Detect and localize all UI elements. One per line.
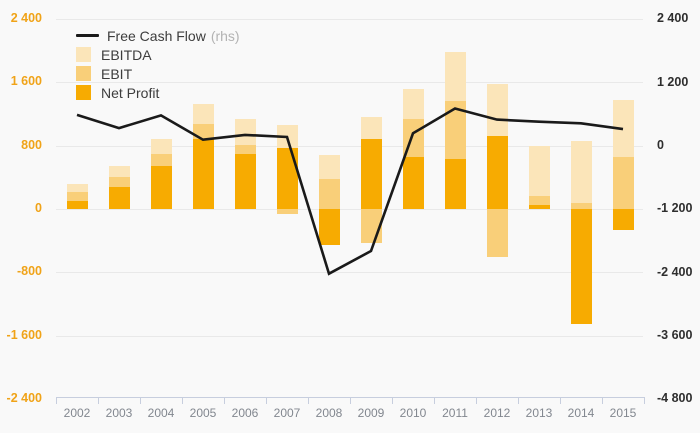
- bar-net-profit-2009: [360, 139, 382, 209]
- x-axis-year-label: 2009: [357, 406, 385, 420]
- bar-net-profit-2014: [570, 209, 592, 324]
- ebit-swatch: [76, 66, 91, 81]
- gridline: [56, 19, 643, 20]
- left-axis-tick-label: -800: [16, 264, 42, 279]
- left-axis-tick-label: 1 600: [10, 74, 42, 89]
- legend-label-net-profit: Net Profit: [101, 84, 160, 101]
- x-axis-tick: [644, 397, 645, 404]
- x-axis-year-label: 2003: [105, 406, 133, 420]
- legend-label-ebitda: EBITDA: [101, 46, 152, 63]
- x-axis-tick: [98, 397, 99, 404]
- net-profit-swatch: [76, 85, 91, 100]
- x-axis-year-label: 2012: [483, 406, 511, 420]
- bar-net-profit-2002: [66, 201, 88, 209]
- bar-ebit-2015: [612, 156, 634, 210]
- x-axis-tick: [308, 397, 309, 404]
- right-axis-tick-label: -2 400: [657, 264, 693, 279]
- left-axis-tick-label: 2 400: [10, 11, 42, 25]
- right-axis-tick-label: -4 800: [657, 391, 693, 406]
- bar-net-profit-2011: [444, 159, 466, 209]
- bar-net-profit-2004: [150, 166, 172, 210]
- bar-ebit-2012: [486, 209, 508, 257]
- x-axis-tick: [560, 397, 561, 404]
- x-axis-tick: [476, 397, 477, 404]
- x-axis-tick: [182, 397, 183, 404]
- legend-label-fcf: Free Cash Flow: [107, 27, 206, 44]
- left-axis-tick-label: 0: [35, 201, 42, 215]
- bar-ebit-2009: [360, 209, 382, 243]
- x-axis-year-label: 2013: [525, 406, 553, 420]
- x-axis-year-label: 2011: [442, 406, 468, 420]
- bar-ebitda-2014: [570, 140, 592, 209]
- x-axis-year-label: 2005: [189, 406, 217, 420]
- x-axis-tick: [392, 397, 393, 404]
- bar-net-profit-2006: [234, 154, 256, 209]
- bar-net-profit-2008: [318, 209, 340, 246]
- bar-net-profit-2003: [108, 186, 130, 209]
- x-axis-year-label: 2002: [63, 406, 91, 420]
- legend-item-net-profit: Net Profit: [76, 83, 240, 102]
- bar-net-profit-2013: [528, 205, 550, 209]
- x-axis-year-label: 2015: [609, 406, 637, 420]
- gridline: [56, 209, 643, 210]
- x-axis-tick: [350, 397, 351, 404]
- right-axis-tick-label: 2 400: [657, 11, 689, 26]
- right-axis-tick-label: -3 600: [657, 328, 693, 342]
- left-axis-tick-label: -1 600: [6, 327, 42, 342]
- gridline: [56, 82, 643, 84]
- left-axis-tick-label: -2 400: [6, 391, 42, 405]
- right-axis-tick-label: 0: [657, 138, 664, 152]
- legend-label-ebit: EBIT: [101, 65, 133, 82]
- gridline: [56, 145, 643, 147]
- ebitda-swatch: [76, 47, 91, 62]
- x-axis-tick: [518, 397, 519, 404]
- bar-ebit-2007: [276, 209, 298, 214]
- x-axis-tick: [56, 397, 57, 404]
- x-axis-tick: [602, 397, 603, 404]
- bar-net-profit-2012: [486, 136, 508, 209]
- bar-net-profit-2010: [402, 156, 424, 210]
- bar-net-profit-2007: [276, 148, 298, 209]
- legend-item-free-cash-flow: Free Cash Flow (rhs): [76, 26, 240, 45]
- right-axis-tick-label: -1 200: [657, 201, 693, 216]
- gridline: [56, 335, 643, 337]
- bar-ebit-2008: [318, 178, 340, 209]
- legend: Free Cash Flow (rhs) EBITDA EBIT Net Pro…: [76, 26, 240, 102]
- x-axis-year-label: 2014: [567, 406, 595, 420]
- gridline: [56, 272, 643, 274]
- legend-label-rhs: (rhs): [210, 27, 240, 44]
- x-axis-tick: [140, 397, 141, 404]
- bar-net-profit-2005: [192, 138, 214, 209]
- x-axis-year-label: 2004: [147, 406, 175, 420]
- x-axis-tick: [224, 397, 225, 404]
- x-axis-tick: [434, 397, 435, 404]
- legend-item-ebit: EBIT: [76, 64, 240, 83]
- fcf-line-swatch: [76, 34, 99, 37]
- left-axis-tick-label: 800: [21, 137, 42, 152]
- x-axis-year-label: 2008: [315, 406, 343, 420]
- x-axis-year-label: 2006: [231, 406, 259, 420]
- bar-net-profit-2015: [612, 209, 634, 230]
- x-axis-year-label: 2007: [273, 406, 301, 420]
- x-axis-year-label: 2010: [399, 406, 427, 420]
- right-axis-tick-label: 1 200: [657, 74, 689, 89]
- legend-item-ebitda: EBITDA: [76, 45, 240, 64]
- x-axis-tick: [266, 397, 267, 404]
